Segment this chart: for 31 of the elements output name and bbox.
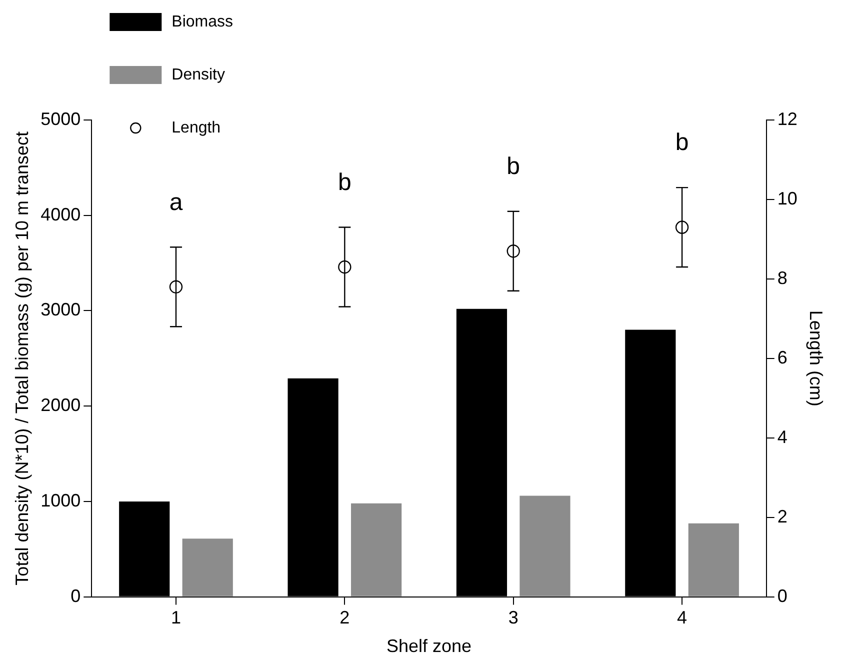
bar — [520, 496, 570, 596]
annotation: b — [506, 153, 520, 180]
x-tick-label: 1 — [170, 608, 181, 628]
y2-tick-label: 8 — [777, 268, 788, 288]
bar — [350, 503, 402, 596]
y-tick-label: 5000 — [40, 108, 81, 129]
y-tick-label: 4000 — [40, 204, 81, 224]
y2-axis-title: Length (cm) — [806, 310, 826, 406]
annotation: a — [169, 188, 184, 216]
y-tick-label: 2000 — [40, 395, 81, 416]
x-tick-label: 3 — [508, 608, 518, 628]
y-tick-label: 0 — [70, 586, 81, 606]
bar — [688, 523, 739, 596]
legend-label: Density — [172, 66, 225, 84]
x-axis-title: Shelf zone — [386, 636, 472, 656]
legend-label: Length — [172, 119, 221, 136]
y2-tick-label: 10 — [777, 188, 798, 208]
y2-tick-label: 6 — [777, 347, 788, 368]
y2-tick-label: 4 — [777, 426, 788, 447]
y-axis-title: Total density (N*10) / Total biomass (g) per 10 m transect — [12, 131, 32, 586]
annotation: b — [675, 129, 689, 156]
y-tick-label: 1000 — [40, 490, 81, 510]
x-tick-label: 4 — [677, 608, 688, 628]
bar — [182, 538, 233, 596]
y-tick-label: 3000 — [40, 300, 81, 320]
y2-tick-label: 12 — [777, 108, 798, 129]
x-tick-label: 2 — [340, 608, 350, 628]
y2-tick-label: 2 — [777, 506, 788, 526]
annotation: b — [338, 168, 352, 196]
legend-label: Biomass — [172, 13, 233, 30]
y2-tick-label: 0 — [777, 586, 788, 606]
